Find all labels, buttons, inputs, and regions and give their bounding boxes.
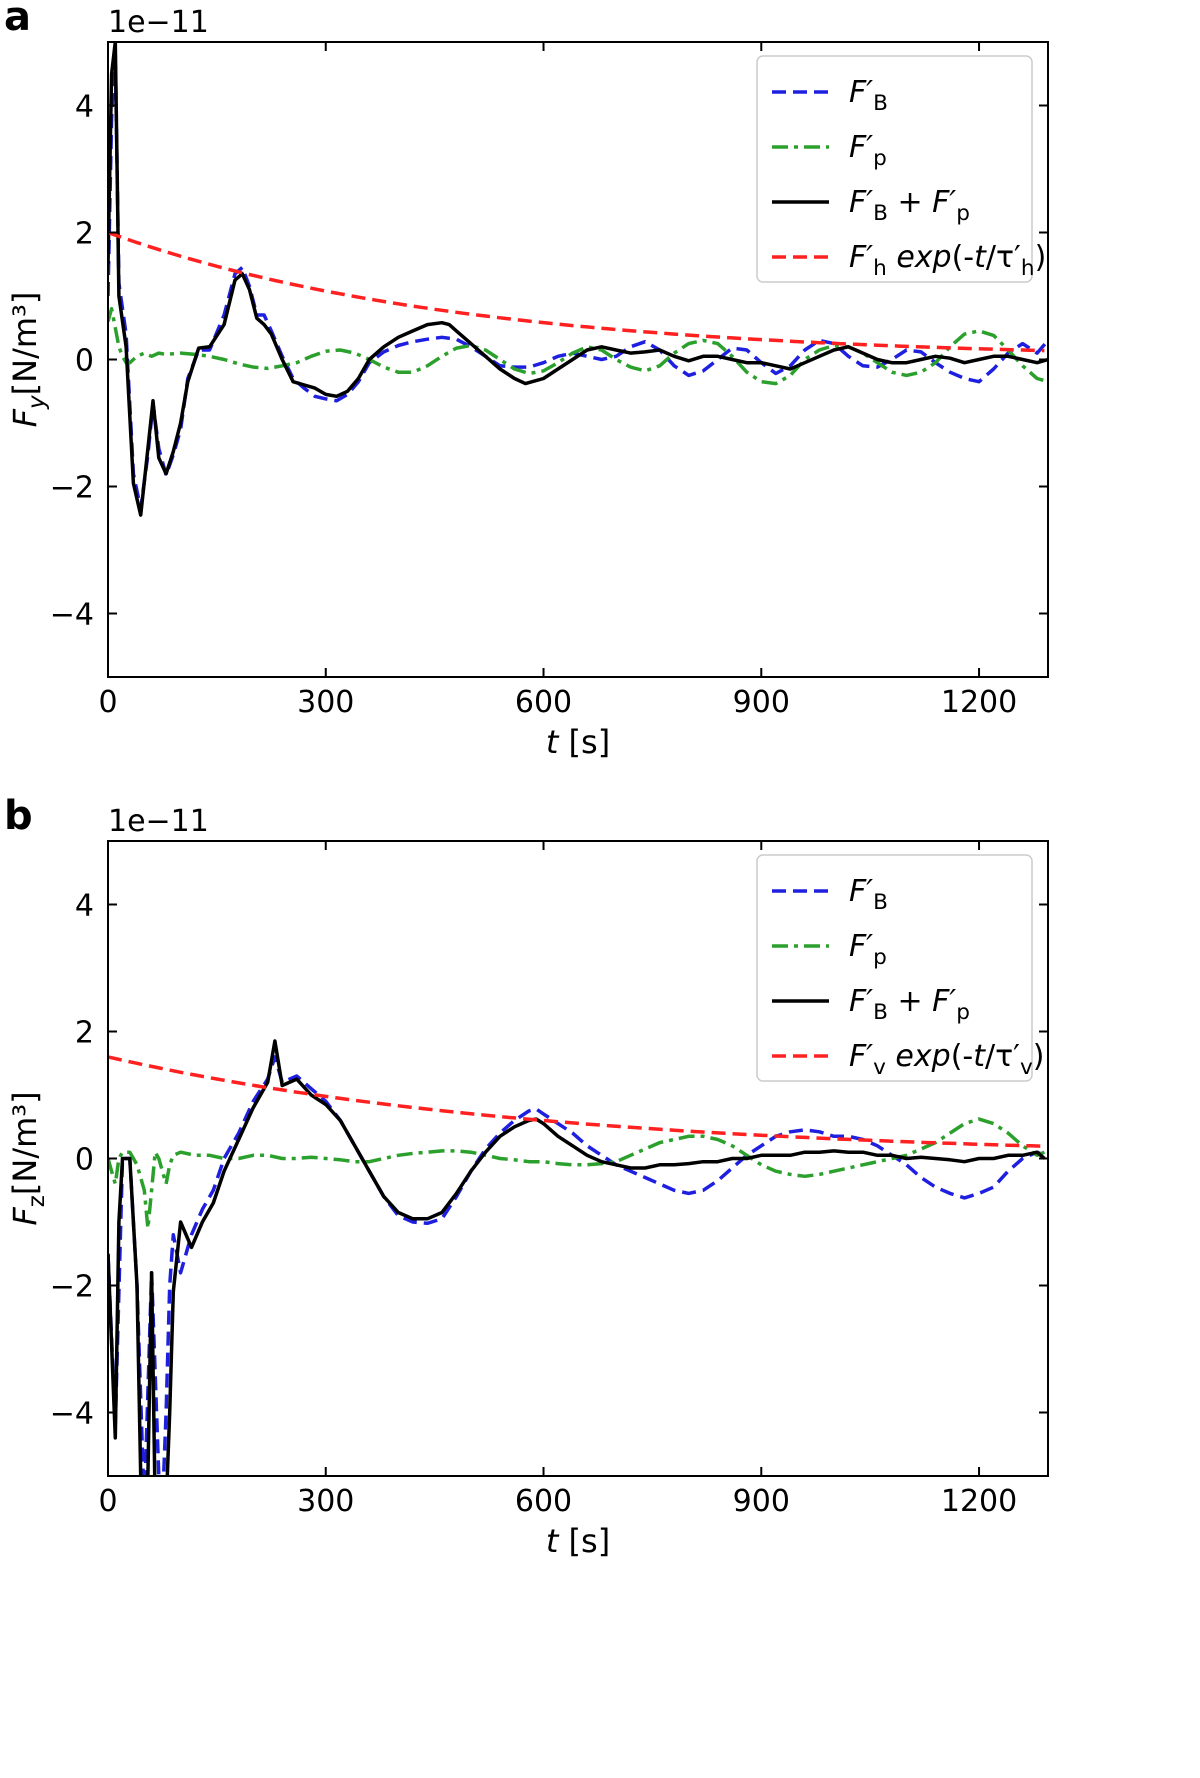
legend-box (756, 854, 1033, 1082)
y-tick-label: −4 (50, 1397, 94, 1432)
y-tick-label: 2 (75, 1016, 94, 1051)
x-tick-label: 900 (733, 685, 790, 720)
y-tick-label: −4 (50, 598, 94, 633)
y-axis-title: Fy[N/m³] (6, 292, 50, 428)
y-tick-label: 0 (75, 1143, 94, 1178)
y-axis-title: Fz[N/m³] (6, 1091, 50, 1225)
series-line-2 (108, 1039, 1046, 1476)
series-line-3 (108, 1055, 1045, 1148)
x-tick-label: 600 (515, 685, 572, 720)
y-tick-label: −2 (50, 471, 94, 506)
legend-label-2: F′B + F′p (849, 185, 970, 226)
legend-label-3: F′v exp(-t/τ′v) (849, 1039, 1044, 1080)
legend-label-0: F′B (849, 75, 888, 116)
legend-box (756, 55, 1033, 283)
x-axis-title: t [s] (546, 1522, 610, 1560)
legend-label-1: F′p (849, 130, 887, 171)
scale-label: 1e−11 (108, 5, 209, 40)
x-tick-label: 300 (297, 1484, 354, 1519)
y-tick-label: 4 (75, 90, 94, 125)
legend-label-0: F′B (849, 874, 888, 915)
chart-panel-b: 0 300 600 900 1200 −4 −2 0 2 4 b 1e−11 t [s] Fz[N/m³]… (4, 793, 1049, 1560)
legend-label-1: F′p (849, 929, 887, 970)
series-line-1 (108, 306, 1048, 386)
y-tick-label: 4 (75, 889, 94, 924)
x-axis-title: t [s] (546, 723, 610, 761)
legend-label-2: F′B + F′p (849, 984, 970, 1025)
panel-label: b (4, 793, 33, 839)
x-tick-label: 300 (297, 685, 354, 720)
series-line-2 (108, 42, 1048, 517)
series-line-1 (108, 1117, 1046, 1231)
scale-label: 1e−11 (108, 804, 209, 839)
chart-panel-a: 0 300 600 900 1200 −4 −2 0 2 4 a 1e−11 t [s] Fy[N/m³]… (4, 0, 1049, 761)
series-line-0 (108, 1055, 1046, 1476)
legend: F′B F′p F′B + F′p F′h exp(-t/τ′h) (756, 55, 1046, 283)
x-tick-label: 0 (98, 685, 117, 720)
x-tick-label: 1200 (941, 1484, 1017, 1519)
x-tick-label: 900 (733, 1484, 790, 1519)
legend: F′B F′p F′B + F′p F′v exp(-t/τ′v) (756, 854, 1044, 1082)
y-tick-label: 0 (75, 344, 94, 379)
x-tick-label: 600 (515, 1484, 572, 1519)
panel-label: a (4, 0, 31, 40)
legend-label-3: F′h exp(-t/τ′h) (849, 240, 1046, 281)
y-tick-label: 2 (75, 217, 94, 252)
x-tick-label: 1200 (941, 685, 1017, 720)
x-tick-label: 0 (98, 1484, 117, 1519)
y-tick-label: −2 (50, 1270, 94, 1305)
